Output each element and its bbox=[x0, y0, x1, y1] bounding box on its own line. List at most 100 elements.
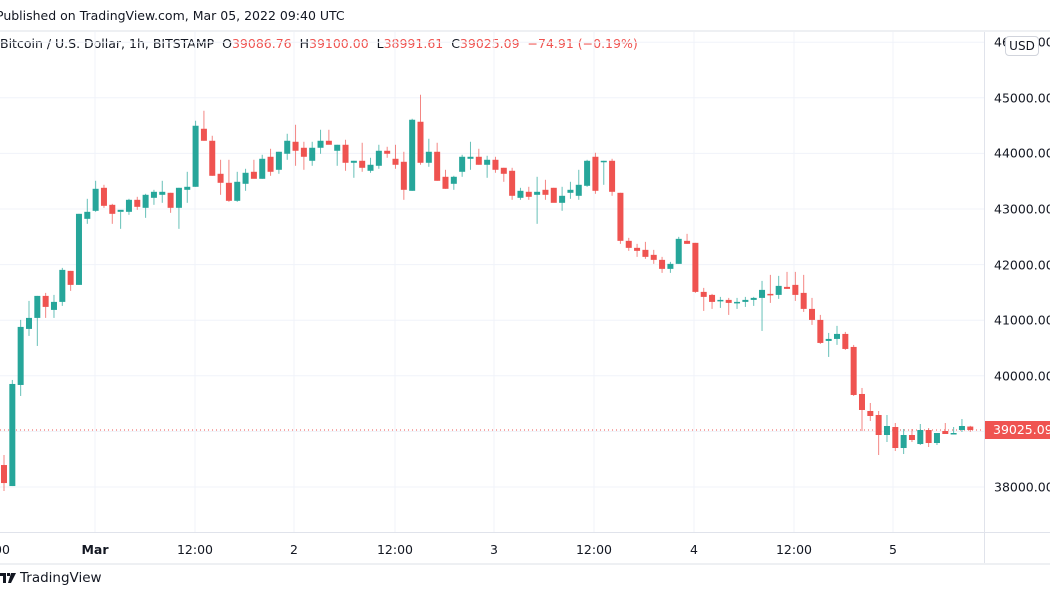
candle bbox=[867, 402, 874, 421]
high-value: 39100.00 bbox=[309, 36, 369, 51]
candle bbox=[34, 295, 41, 346]
candle bbox=[50, 294, 57, 318]
candle bbox=[717, 296, 724, 308]
open-label: O bbox=[222, 36, 232, 51]
time-tick: 12:00 bbox=[376, 542, 414, 557]
time-axis[interactable] bbox=[0, 532, 1050, 565]
candle bbox=[259, 154, 266, 179]
candle bbox=[875, 410, 882, 456]
candle bbox=[75, 213, 82, 285]
price-axis[interactable] bbox=[984, 32, 1050, 532]
candle bbox=[134, 196, 141, 210]
last-price-label: 39025.09 bbox=[985, 420, 1050, 439]
candle bbox=[442, 169, 449, 189]
candle bbox=[692, 242, 699, 293]
candle bbox=[100, 184, 107, 208]
tradingview-logo[interactable]: TradingView bbox=[0, 570, 102, 586]
candle bbox=[667, 261, 674, 273]
candle bbox=[467, 141, 474, 170]
candle bbox=[292, 124, 299, 166]
candle bbox=[67, 270, 74, 291]
candle bbox=[309, 141, 316, 166]
price-tick: 45000.00 bbox=[994, 90, 1050, 106]
candle bbox=[734, 297, 741, 309]
candle bbox=[700, 287, 707, 311]
time-tick: 4 bbox=[690, 542, 698, 557]
candle bbox=[942, 422, 949, 435]
candle bbox=[825, 332, 832, 357]
candle bbox=[834, 325, 840, 345]
candle bbox=[509, 167, 516, 200]
candle bbox=[192, 120, 199, 187]
candle bbox=[592, 152, 599, 194]
candle bbox=[525, 186, 532, 200]
candle bbox=[933, 433, 940, 446]
candle bbox=[725, 297, 732, 315]
candle bbox=[209, 135, 216, 176]
candle bbox=[659, 256, 666, 273]
candle bbox=[542, 179, 549, 200]
candle bbox=[600, 160, 607, 185]
candle bbox=[809, 297, 816, 325]
candle bbox=[25, 300, 32, 336]
candle bbox=[300, 141, 307, 170]
candle bbox=[409, 118, 416, 191]
candle bbox=[434, 142, 441, 181]
candle bbox=[567, 181, 574, 199]
price-tick: 44000.00 bbox=[994, 145, 1050, 161]
candle bbox=[575, 169, 582, 200]
candle bbox=[275, 151, 282, 174]
candle bbox=[359, 142, 366, 172]
candle bbox=[642, 241, 649, 259]
candle bbox=[384, 146, 391, 158]
time-tick: Mar bbox=[81, 542, 109, 557]
candle bbox=[17, 319, 24, 396]
candle bbox=[9, 379, 16, 487]
price-tick: 42000.00 bbox=[994, 257, 1050, 273]
candle bbox=[392, 144, 399, 169]
divider bbox=[0, 30, 1050, 32]
candle bbox=[367, 157, 374, 173]
candle bbox=[417, 94, 424, 165]
candle bbox=[925, 427, 932, 448]
candle bbox=[917, 423, 924, 446]
candle bbox=[234, 171, 241, 202]
candle bbox=[375, 144, 382, 169]
time-tick: 12:00 bbox=[775, 542, 813, 557]
time-tick: 00 bbox=[0, 542, 10, 557]
close-label: C bbox=[451, 36, 460, 51]
candle bbox=[42, 292, 49, 318]
candle bbox=[125, 198, 132, 215]
candle bbox=[59, 267, 66, 306]
open-value: 39086.76 bbox=[231, 36, 292, 51]
tradingview-logo-icon bbox=[0, 573, 16, 583]
price-tick: 41000.00 bbox=[994, 312, 1050, 328]
candle bbox=[117, 209, 124, 229]
published-caption: Published on TradingView.com, Mar 05, 20… bbox=[0, 8, 345, 23]
symbol-legend: Bitcoin / U.S. Dollar, 1h, BITSTAMP O390… bbox=[0, 36, 638, 51]
time-tick: 5 bbox=[889, 542, 897, 557]
candle bbox=[284, 133, 291, 160]
candle bbox=[800, 274, 807, 312]
candle bbox=[84, 198, 91, 224]
candle bbox=[842, 331, 849, 350]
brand-name: TradingView bbox=[20, 570, 102, 586]
candle bbox=[709, 293, 716, 309]
candle bbox=[150, 189, 157, 205]
symbol-name: Bitcoin / U.S. Dollar, 1h, BITSTAMP bbox=[0, 36, 215, 51]
candle bbox=[325, 129, 332, 145]
candle bbox=[908, 428, 915, 443]
candle bbox=[1, 455, 7, 492]
candlestick-chart[interactable] bbox=[0, 32, 984, 532]
candle bbox=[450, 175, 457, 190]
candle bbox=[167, 192, 174, 213]
axis-separator bbox=[984, 533, 985, 563]
time-tick: 2 bbox=[290, 542, 298, 557]
currency-button[interactable]: USD bbox=[1005, 36, 1039, 56]
candle bbox=[350, 160, 357, 178]
candle bbox=[858, 387, 865, 432]
candle bbox=[342, 139, 349, 171]
time-tick: 12:00 bbox=[176, 542, 214, 557]
candle bbox=[200, 110, 207, 141]
candle bbox=[650, 249, 657, 264]
